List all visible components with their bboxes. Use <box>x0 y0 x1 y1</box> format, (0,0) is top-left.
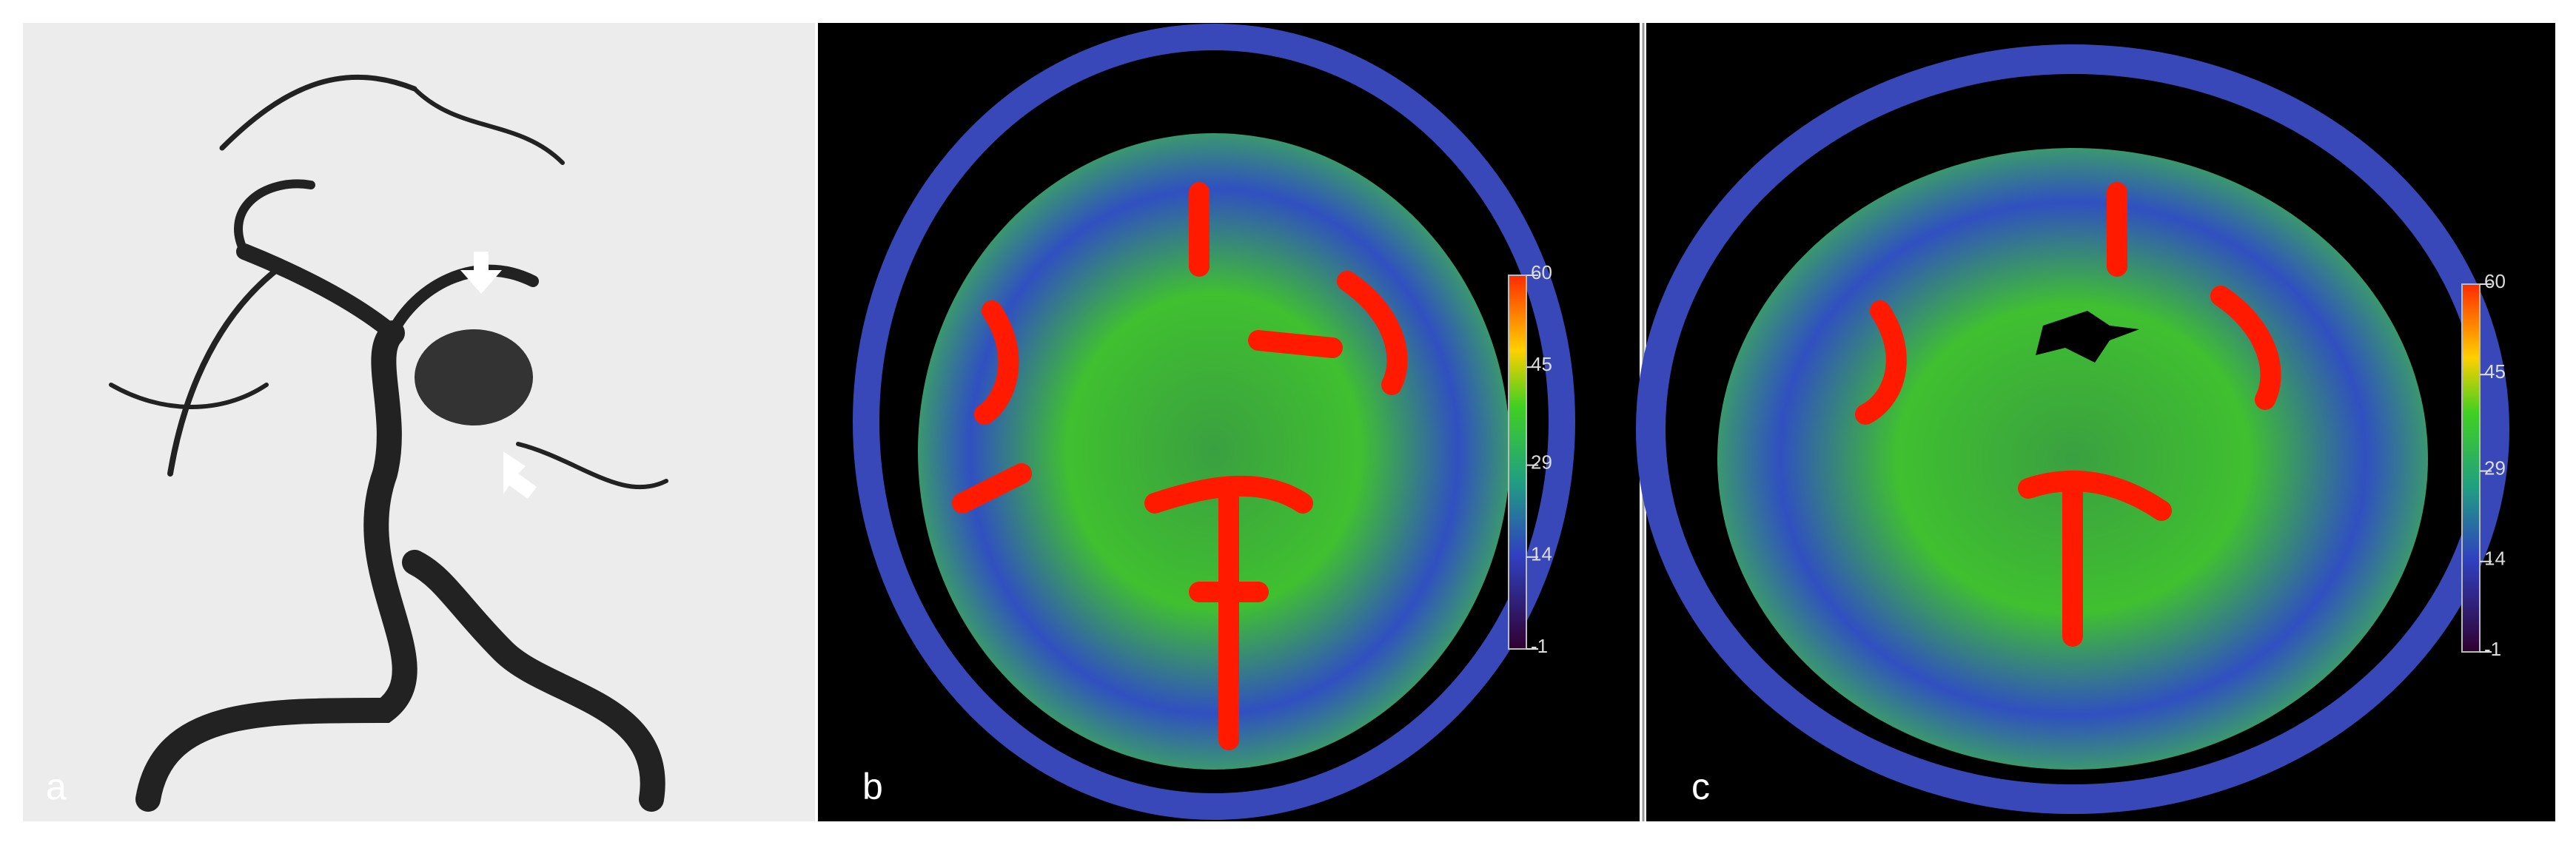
colorbar-tick-label: 60 <box>2484 270 2506 292</box>
panel-a: a <box>23 23 815 821</box>
colorbar-tick-label: 45 <box>1531 353 1552 375</box>
panel-c: c <box>1636 23 2555 821</box>
colorbar <box>2461 283 2481 653</box>
panel-label: a <box>46 766 67 807</box>
colorbar-tick-label: -1 <box>2484 638 2501 660</box>
panel-label: b <box>862 766 883 807</box>
panel-label: c <box>1691 766 1710 807</box>
colorbar-tick-label: 29 <box>1531 451 1552 474</box>
colorbar-tick-label: 60 <box>1531 261 1552 283</box>
colorbar-tick-label: 14 <box>2484 548 2506 570</box>
panel-b: b <box>818 23 1640 821</box>
colorbar <box>1508 275 1527 650</box>
colorbar-tick-label: 14 <box>1531 543 1552 565</box>
colorbar-tick-label: -1 <box>1531 635 1548 657</box>
colorbar-tick-label: 45 <box>2484 360 2506 383</box>
colorbar-tick-label: 29 <box>2484 457 2506 479</box>
